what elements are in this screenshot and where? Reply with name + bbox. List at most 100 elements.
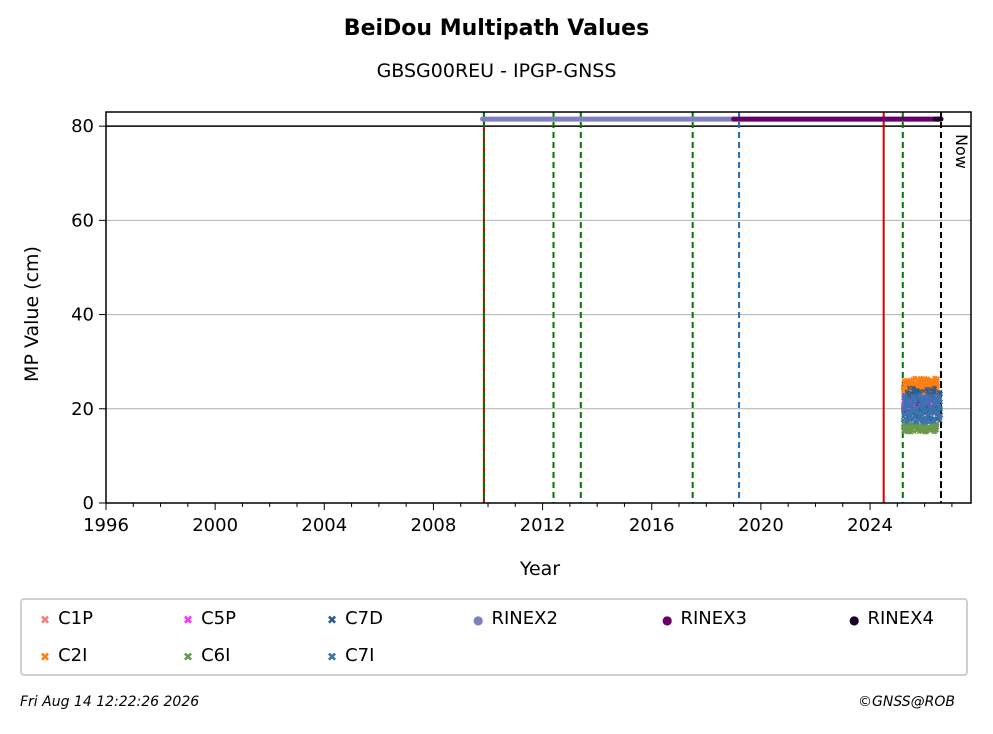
point-c7i bbox=[937, 403, 943, 408]
legend-marker: ✖ bbox=[183, 613, 194, 627]
point-c7i bbox=[913, 396, 918, 401]
point-c7d bbox=[906, 385, 912, 391]
footer-timestamp: Fri Aug 14 12:22:26 2026 bbox=[20, 694, 200, 710]
point-c7i bbox=[919, 399, 925, 405]
point-c7i bbox=[928, 419, 934, 425]
chart-title: BeiDou Multipath Values bbox=[343, 16, 650, 41]
legend-item-rinex4: ● RINEX4 bbox=[849, 608, 934, 629]
x-tick-label: 2008 bbox=[411, 515, 457, 536]
point-c2i bbox=[925, 379, 931, 385]
point-c6i bbox=[917, 426, 922, 432]
y-axis-label: MP Value (cm) bbox=[21, 246, 43, 382]
x-tick-label: 2004 bbox=[301, 515, 347, 536]
plot-frame bbox=[105, 111, 972, 504]
point-c6i bbox=[907, 425, 912, 431]
x-tick-label: 2024 bbox=[847, 515, 893, 536]
legend-marker: ✖ bbox=[327, 613, 338, 627]
legend-marker: ● bbox=[662, 613, 673, 627]
x-tick-label: 2012 bbox=[520, 515, 566, 536]
point-c7i bbox=[924, 397, 930, 403]
point-c7i bbox=[911, 413, 917, 418]
point-c7d bbox=[937, 389, 943, 395]
point-c7i bbox=[917, 417, 922, 423]
point-c6i bbox=[924, 425, 930, 430]
point-c7i bbox=[904, 417, 909, 422]
point-c7i bbox=[928, 407, 934, 412]
chart-subtitle: GBSG00REU - IPGP-GNSS bbox=[376, 60, 617, 82]
legend-item-c7d: ✖ C7D bbox=[327, 608, 383, 629]
point-c7i bbox=[928, 414, 934, 420]
point-c7d bbox=[927, 386, 933, 392]
y-tick-label: 60 bbox=[71, 210, 94, 231]
point-c7i bbox=[901, 418, 906, 423]
point-c7i bbox=[922, 394, 927, 399]
point-c7i bbox=[901, 406, 906, 411]
legend-item-c2i: ✖ C2I bbox=[40, 645, 87, 666]
legend-item-c6i: ✖ C6I bbox=[183, 645, 230, 666]
point-c7i bbox=[937, 399, 943, 404]
point-c6i bbox=[933, 421, 939, 427]
legend-label: RINEX2 bbox=[491, 608, 558, 629]
point-c7i bbox=[932, 419, 937, 424]
point-c6i bbox=[914, 425, 919, 431]
point-c7i bbox=[908, 409, 914, 414]
legend-marker: ✖ bbox=[40, 650, 51, 664]
legend-item-rinex2: ● RINEX2 bbox=[473, 608, 558, 629]
point-c2i bbox=[925, 376, 930, 381]
point-c7i bbox=[912, 398, 917, 404]
point-c7i bbox=[931, 411, 937, 417]
point-c7i bbox=[904, 411, 910, 416]
x-tick-label: 2020 bbox=[738, 515, 784, 536]
point-c2i bbox=[932, 376, 938, 382]
now-label: Now bbox=[952, 134, 971, 169]
x-tick-label: 2016 bbox=[629, 515, 675, 536]
legend-label: C2I bbox=[58, 645, 88, 666]
point-c2i bbox=[900, 385, 906, 391]
point-c7d bbox=[931, 385, 937, 391]
point-c7i bbox=[936, 406, 942, 412]
point-c2i bbox=[918, 375, 923, 381]
y-tick-label: 0 bbox=[83, 493, 94, 514]
y-tick-label: 40 bbox=[71, 305, 94, 326]
legend-label: C5P bbox=[201, 608, 236, 629]
point-c2i bbox=[903, 382, 909, 388]
point-c6i bbox=[930, 428, 935, 433]
x-tick-label: 2000 bbox=[192, 515, 238, 536]
point-c7i bbox=[917, 392, 923, 397]
point-c2i bbox=[935, 380, 940, 386]
point-c2i bbox=[909, 378, 915, 384]
point-c7i bbox=[934, 402, 939, 407]
point-c7i bbox=[914, 406, 920, 411]
point-c7d bbox=[914, 402, 920, 407]
legend-label: C1P bbox=[58, 608, 93, 629]
legend: ✖ C1P ✖ C5P ✖ C7D ● RINEX2 ● RINEX3 ● RINEX4 ✖ C2I ✖ C6… bbox=[20, 598, 968, 676]
point-c7i bbox=[901, 412, 906, 417]
point-c2i bbox=[910, 381, 915, 387]
point-c6i bbox=[911, 429, 917, 435]
point-c7d bbox=[911, 386, 916, 391]
y-tick-label: 80 bbox=[71, 116, 94, 137]
point-c7i bbox=[922, 415, 928, 421]
point-c7i bbox=[921, 420, 926, 425]
legend-marker: ✖ bbox=[183, 650, 194, 664]
point-c7i bbox=[932, 407, 937, 412]
point-c7i bbox=[908, 401, 913, 407]
point-c7i bbox=[903, 402, 909, 407]
point-c7i bbox=[922, 407, 928, 413]
legend-label: C6I bbox=[201, 645, 231, 666]
x-tick-label: 1996 bbox=[83, 515, 129, 536]
footer-credit: ©GNSS@ROB bbox=[858, 694, 955, 710]
point-c7i bbox=[937, 414, 943, 419]
point-c7i bbox=[912, 407, 917, 412]
legend-label: RINEX3 bbox=[680, 608, 747, 629]
legend-item-c7i: ✖ C7I bbox=[327, 645, 374, 666]
x-axis-label: Year bbox=[519, 558, 560, 580]
legend-label: C7I bbox=[345, 645, 375, 666]
legend-item-rinex3: ● RINEX3 bbox=[662, 608, 747, 629]
point-c7i bbox=[906, 397, 911, 403]
legend-label: C7D bbox=[345, 608, 383, 629]
legend-item-c1p: ✖ C1P bbox=[40, 608, 93, 629]
y-tick-label: 20 bbox=[71, 399, 94, 420]
point-c7i bbox=[921, 396, 926, 402]
legend-item-c5p: ✖ C5P bbox=[183, 608, 236, 629]
